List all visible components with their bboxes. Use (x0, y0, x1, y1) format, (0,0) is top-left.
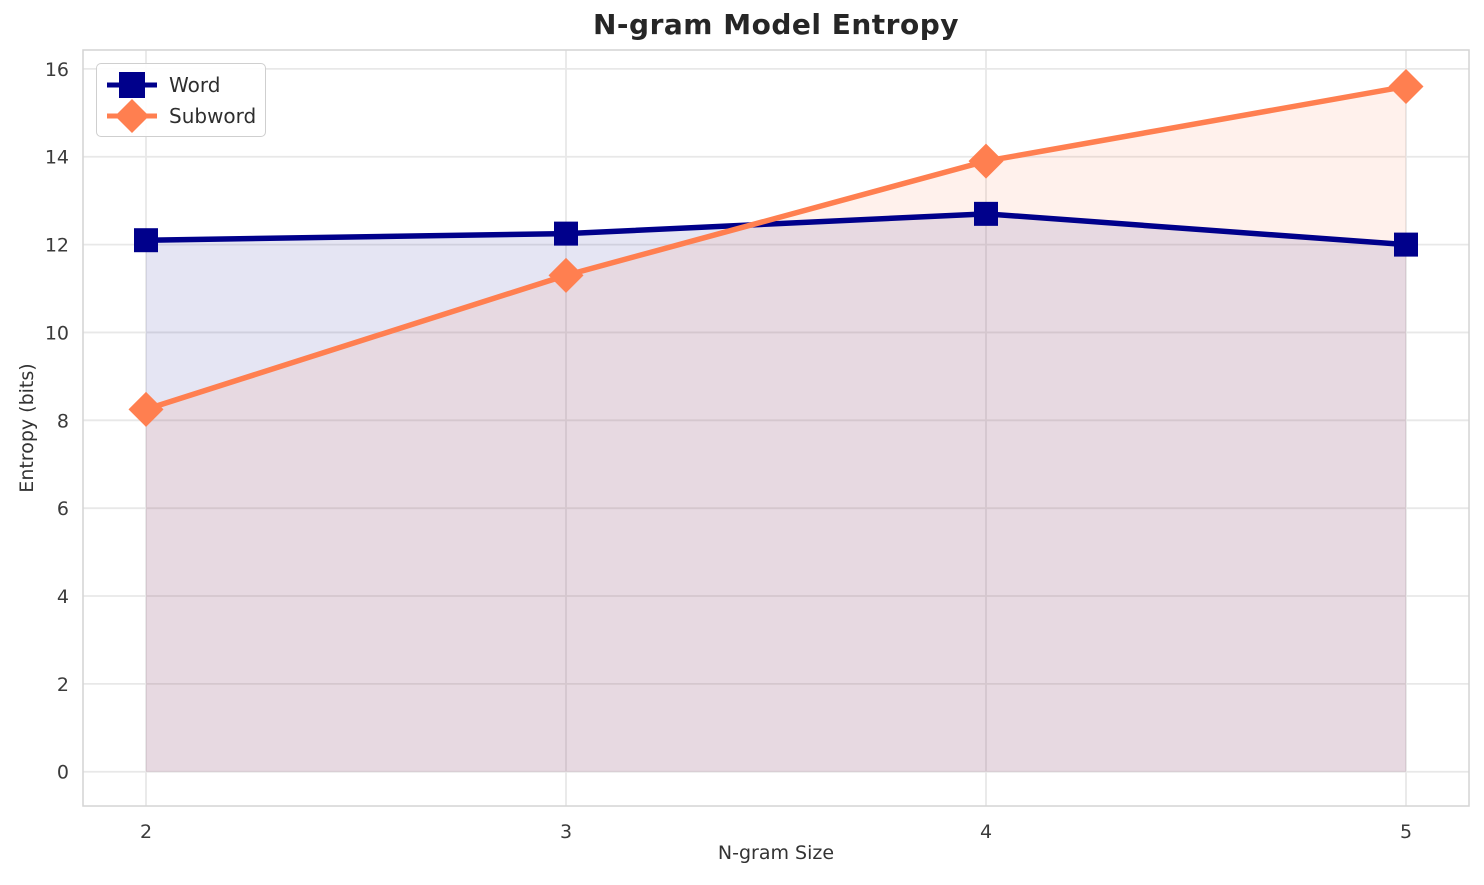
plot-background (83, 50, 1469, 806)
legend-entry-word: Word (105, 69, 255, 100)
x-axis-label: N-gram Size (717, 842, 835, 864)
subword-legend-diamond (115, 98, 149, 133)
chart-title: N-gram Model Entropy (593, 8, 959, 41)
y-tick-label: 8 (57, 410, 69, 432)
plot-border (82, 49, 1470, 807)
x-tick-label: 5 (1400, 821, 1412, 843)
y-tick-label: 4 (57, 586, 69, 608)
word-marker (134, 228, 158, 253)
x-tick-label: 4 (980, 821, 992, 843)
legend-label-subword: Subword (169, 103, 257, 128)
legend-label-word: Word (169, 72, 221, 97)
word-legend-square (119, 71, 145, 98)
y-tick-label: 14 (45, 147, 69, 169)
x-tick-label: 3 (560, 821, 572, 843)
legend-entry-subword: Subword (105, 98, 257, 133)
subword-legend-marker-icon (107, 98, 157, 133)
y-tick-label: 2 (57, 674, 69, 696)
word-marker (974, 201, 998, 226)
subword-marker (968, 143, 1004, 179)
word-marker (554, 221, 578, 246)
subword-line (143, 83, 1409, 413)
x-tick-label: 2 (140, 821, 152, 843)
subword-marker (548, 257, 584, 293)
y-tick-label: 12 (45, 235, 69, 257)
subword-fill-area (146, 86, 1406, 772)
word-fill-area (146, 213, 1406, 772)
word-legend-marker-icon (107, 71, 157, 98)
y-tick-label: 6 (57, 498, 69, 520)
subword-marker (1388, 68, 1424, 104)
word-line (143, 211, 1409, 248)
subword-marker (128, 391, 164, 427)
y-tick-label: 10 (45, 322, 69, 344)
word-marker (1394, 232, 1418, 257)
legend: Word Subword (96, 63, 266, 137)
y-tick-label: 0 (57, 762, 69, 784)
y-tick-label: 16 (45, 59, 69, 81)
y-axis-label: Entropy (bits) (16, 363, 38, 493)
